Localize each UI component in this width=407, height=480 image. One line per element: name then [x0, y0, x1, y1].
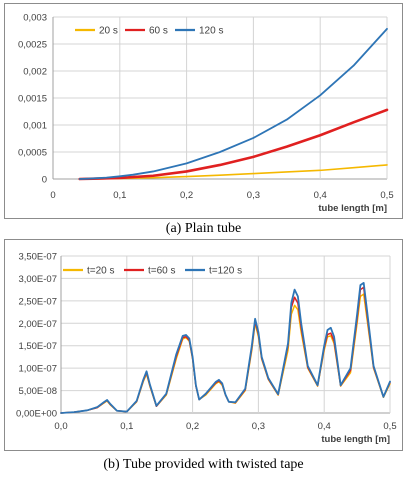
x-axis-title: tube length [m] [321, 434, 390, 445]
legend-label: t=60 s [148, 266, 176, 277]
legend-label: t=20 s [87, 266, 115, 277]
legend-label: 60 s [149, 26, 168, 37]
y-tick-label: 0 [42, 175, 47, 186]
y-tick-label: 0,0015 [18, 94, 47, 105]
y-tick-label: 0,002 [23, 67, 47, 78]
y-tick-label: 0,001 [23, 121, 47, 132]
chart-svg-b: 0,00E+00 5,00E-08 1,00E-07 1,50E-07 2,00E-07… [16, 252, 397, 446]
chart-panel-twisted-tape: 0,00E+00 5,00E-08 1,00E-07 1,50E-07 2,00E-07… [4, 239, 403, 451]
chart-svg-a: 0 0,0005 0,001 0,0015 0,002 0,0025 0,003 0 0,1 0,… [18, 13, 394, 215]
y-tick-label: 3,00E-07 [18, 274, 57, 285]
y-tick-label: 3,50E-07 [18, 252, 57, 263]
x-tick-label: 0,2 [186, 421, 199, 432]
x-tick-label: 0,0 [54, 421, 67, 432]
legend-label: t=120 s [209, 266, 242, 277]
series-line-120-s [78, 27, 388, 180]
y-tick-label: 2,00E-07 [18, 319, 57, 330]
x-tick-label: 0,3 [252, 421, 265, 432]
y-tick-label: 2,50E-07 [18, 296, 57, 307]
legend-label: 20 s [99, 26, 118, 37]
y-tick-label: 1,50E-07 [18, 341, 57, 352]
x-tick-label: 0,2 [180, 190, 193, 201]
chart-panel-plain-tube: 0 0,0005 0,001 0,0015 0,002 0,0025 0,003 0 0,1 0,… [4, 3, 403, 219]
x-tick-label: 0,1 [113, 190, 126, 201]
series-line-t-120-s [60, 282, 391, 414]
x-tick-label: 0,4 [314, 190, 327, 201]
x-tick-label: 0,5 [383, 421, 396, 432]
x-tick-label: 0,3 [247, 190, 260, 201]
legend-label: 120 s [199, 26, 223, 37]
y-tick-label: 0,00E+00 [16, 409, 57, 420]
x-tick-label: 0,1 [120, 421, 133, 432]
y-tick-label: 5,00E-08 [18, 386, 57, 397]
y-tick-label: 0,003 [23, 13, 47, 24]
caption-twisted-tape: (b) Tube provided with twisted tape [103, 457, 304, 472]
x-tick-label: 0 [50, 190, 55, 201]
y-tick-label: 1,00E-07 [18, 364, 57, 375]
y-tick-label: 0,0005 [18, 148, 47, 159]
caption-plain-tube: (a) Plain tube [165, 221, 242, 236]
x-axis-title: tube length [m] [318, 203, 387, 214]
x-tick-label: 0,5 [380, 190, 393, 201]
x-tick-label: 0,4 [318, 421, 331, 432]
y-tick-label: 0,0025 [18, 40, 47, 51]
